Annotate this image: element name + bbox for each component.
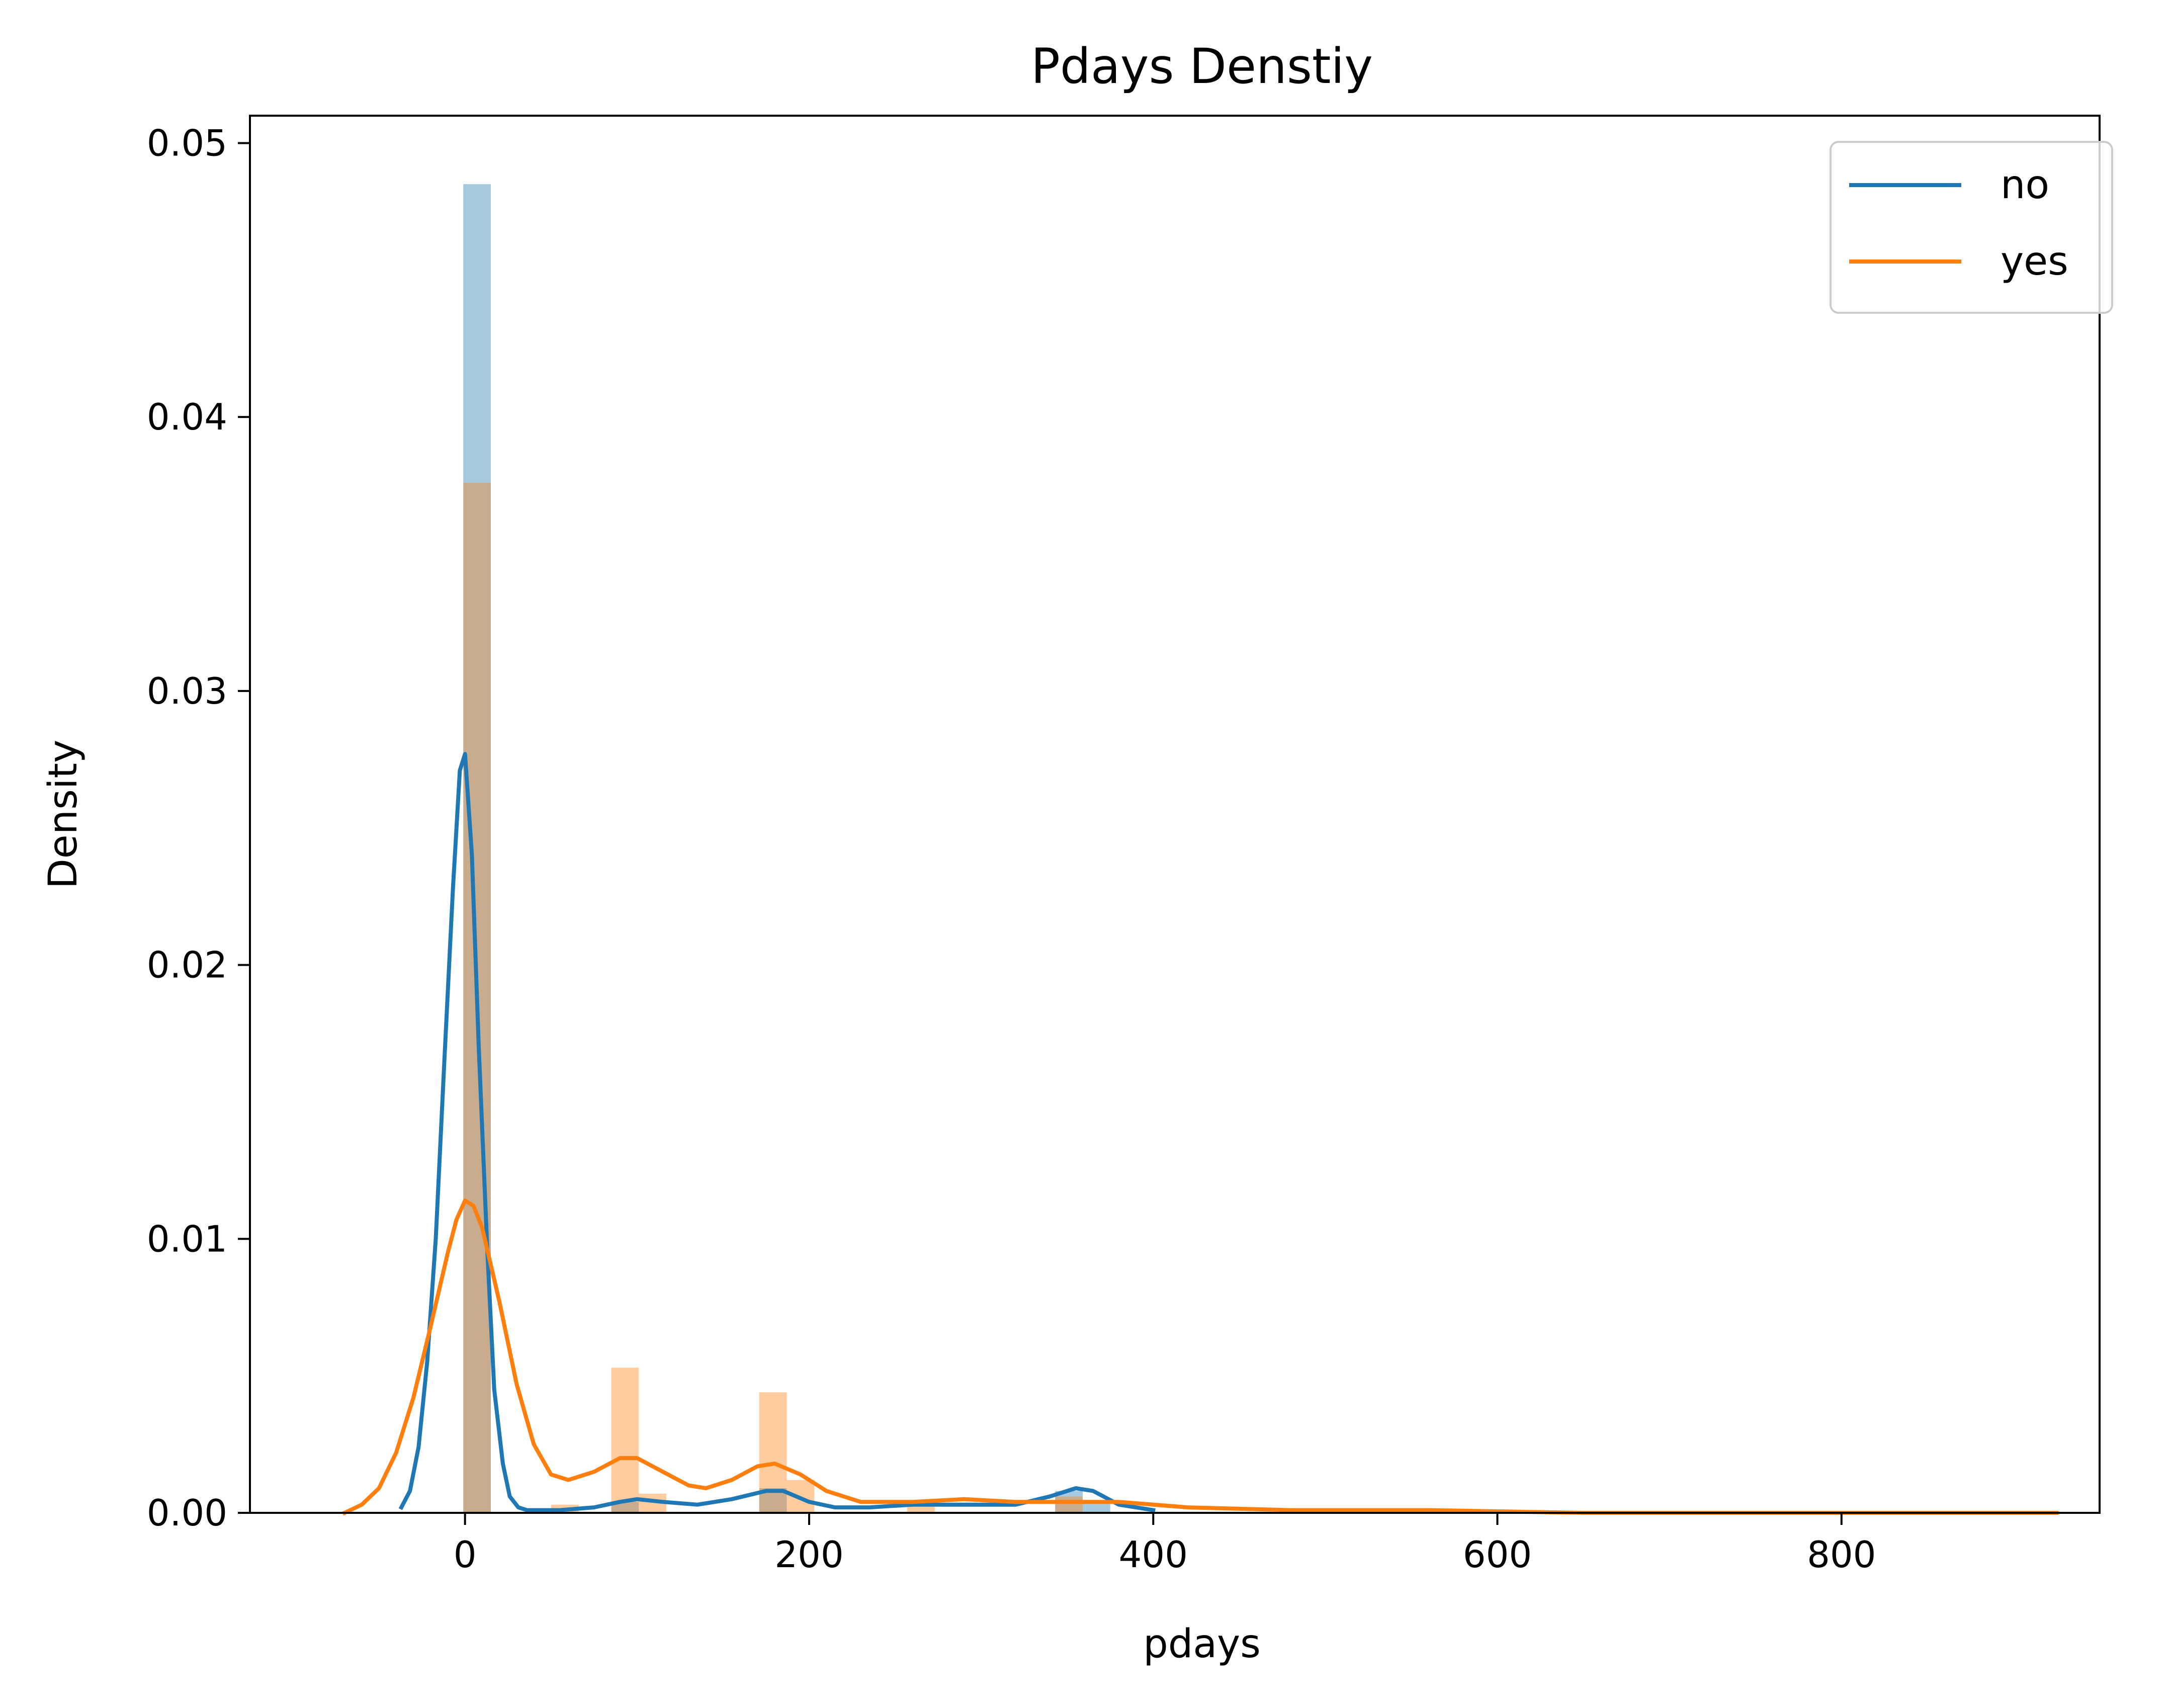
x-axis: 0 200 400 600 800 — [454, 1513, 1876, 1576]
y-tick-label-3: 0.03 — [147, 670, 227, 712]
density-line-no — [398, 752, 1156, 1513]
x-tick-label-1: 200 — [774, 1533, 843, 1576]
y-tick-label-2: 0.02 — [147, 944, 227, 986]
plot-frame — [249, 115, 2101, 1514]
x-tick-label-2: 400 — [1119, 1533, 1188, 1576]
legend-label-yes: yes — [2001, 239, 2068, 284]
chart-title: Pdays Denstiy — [1031, 38, 1373, 95]
hist-bar-yes-2 — [611, 1368, 639, 1513]
x-tick-label-3: 600 — [1463, 1533, 1532, 1576]
y-axis-label: Density — [41, 740, 86, 889]
legend-label-no: no — [2001, 162, 2049, 208]
y-tick-label-0: 0.00 — [147, 1492, 227, 1534]
hist-bar-yes-7 — [1055, 1496, 1083, 1513]
hist-bar-no-1 — [611, 1502, 639, 1513]
y-tick-label-4: 0.04 — [147, 396, 227, 438]
x-tick-label-4: 800 — [1807, 1533, 1876, 1576]
density-lines — [341, 752, 2059, 1516]
x-tick-label-0: 0 — [454, 1533, 477, 1576]
density-line-yes — [341, 1199, 2059, 1516]
legend: no yes — [1830, 141, 2113, 314]
y-tick-label-5: 0.05 — [147, 122, 227, 164]
y-tick-label-1: 0.01 — [147, 1218, 227, 1260]
hist-bar-no-4 — [1082, 1502, 1110, 1513]
legend-box — [1830, 141, 2113, 314]
x-axis-label: pdays — [1143, 1621, 1261, 1667]
hist-bar-yes-4 — [759, 1392, 787, 1513]
y-axis: 0.00 0.01 0.02 0.03 0.04 0.05 — [147, 122, 250, 1534]
histogram-bars — [463, 184, 1110, 1513]
hist-bar-no-0 — [463, 184, 491, 1513]
